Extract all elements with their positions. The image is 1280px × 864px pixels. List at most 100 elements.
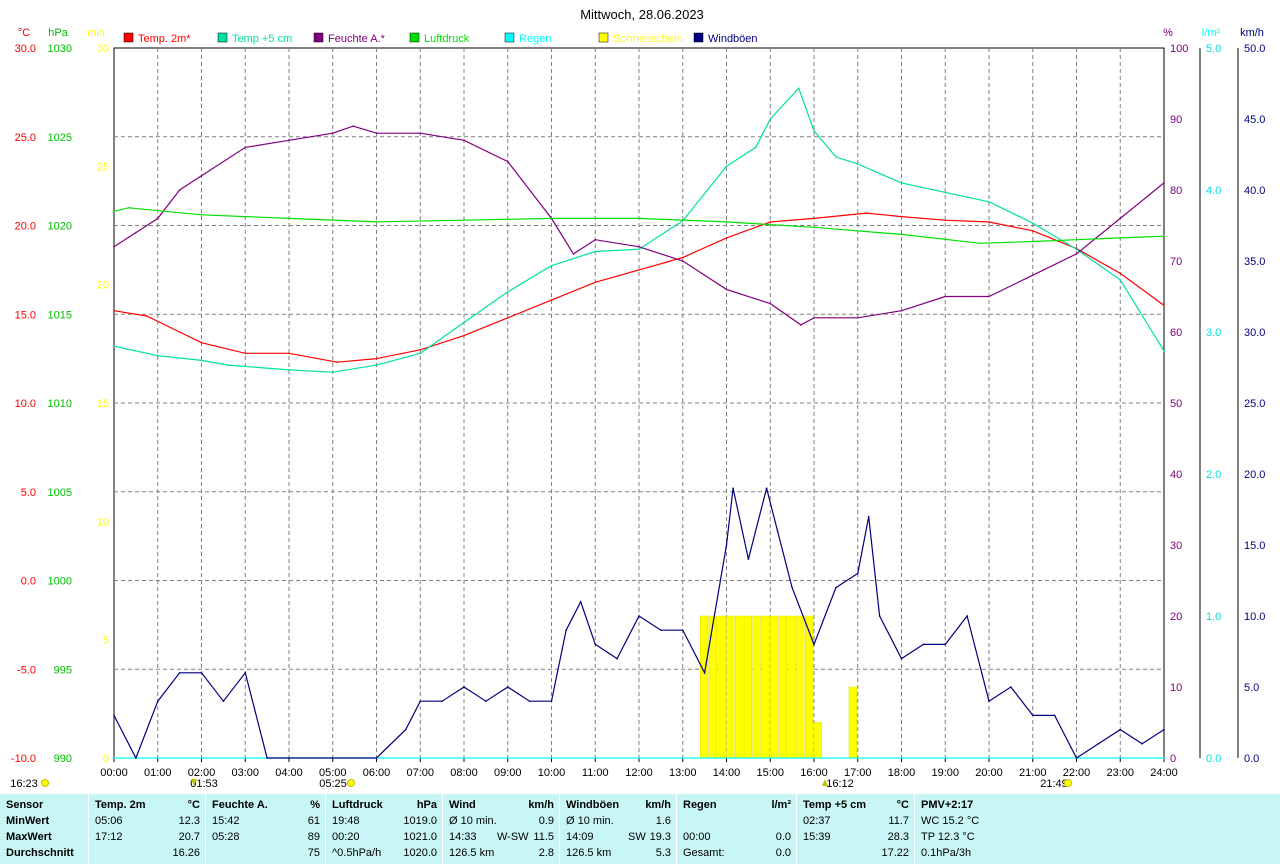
series-point-6 [638,615,640,617]
humidity-tick-label: 20 [1170,611,1182,623]
rain-max-value: 0.0 [775,831,791,843]
humidity-tick-label: 10 [1170,682,1182,694]
series-point-2 [1031,274,1034,277]
pressure-max: 00:20 1021.0 [332,829,437,845]
sunshine-bar [778,615,787,759]
series-point-6 [1163,728,1165,731]
chart-background [0,0,1280,794]
pmv-header: PMV+2:17 [921,799,974,811]
series-point-6 [944,643,947,646]
temp5-max-time: 15:39 [803,831,831,843]
series-point-3 [979,242,982,245]
temp2m-max: 17:12 20.7 [95,829,200,845]
series-point-0 [769,221,772,223]
x-tick-label: 09:00 [494,767,522,779]
temp-tick-label: -10.0 [11,753,36,765]
extreme-label-0: 16:23 [10,778,38,790]
chart-axes: 00:00 01:00 02:00 03:00 04:00 05:00 06:00 07:00… [11,43,1266,779]
series-point-2 [178,189,181,191]
series-point-6 [419,700,422,702]
chart-title: Mittwoch, 28.06.2023 [580,7,704,22]
axis-unit-temp: °C [18,27,30,39]
sunshine-bar [770,615,779,759]
series-point-6 [765,487,768,490]
series-point-6 [616,657,618,660]
series-point-6 [1097,743,1100,745]
series-point-2 [1163,182,1165,184]
gusts-title: Windböen [566,799,620,811]
series-point-6 [856,572,859,575]
legend-swatch-2 [313,32,324,43]
series-point-0 [463,334,465,337]
pressure-tick-label: 1010 [48,398,72,410]
sunshine-bar [752,615,761,759]
series-point-3 [900,233,903,236]
gusts-max-dir: SW [628,831,646,843]
x-tick-label: 16:00 [800,767,828,779]
series-point-0 [146,315,148,317]
sun-tick-label: 20 [97,280,109,292]
series-point-2 [856,317,859,319]
pressure-min: 19:48 1019.0 [332,813,437,829]
pressure-min-time: 19:48 [332,815,360,827]
series-point-2 [1075,253,1078,255]
x-tick-label: 15:00 [756,767,784,779]
temp2m-min-value: 12.3 [178,815,200,827]
series-point-1 [156,354,159,357]
sunshine-bar [813,722,822,759]
sunshine-bar [761,615,770,759]
wind-header: Wind km/h [449,797,554,813]
series-point-2 [156,217,159,220]
pressure-tick-label: 1025 [48,132,72,144]
series-point-2 [681,260,684,262]
humidity-avg: 75 [212,845,320,861]
series-point-3 [463,219,465,221]
humidity-min-time: 15:42 [212,815,240,827]
x-tick-label: 00:00 [100,767,128,779]
temp-tick-label: 30.0 [15,43,36,55]
legend-swatch-1 [217,32,228,43]
series-point-6 [1119,728,1122,731]
wind-unit: km/h [528,799,554,811]
sun-marker-icon [1064,779,1072,787]
rain-column: Regen l/m² 00:00 0.0 Gesamt: 0.0 [676,794,797,864]
series-point-6 [550,700,553,702]
series-point-0 [681,256,684,259]
series-point-3 [813,226,815,229]
gusts-unit: km/h [645,799,671,811]
wind-title: Wind [449,799,476,811]
x-tick-label: 06:00 [363,767,391,779]
wind-tick-label: 10.0 [1244,611,1265,623]
wind-max: 14:33 W-SW 11.5 [449,829,554,845]
x-tick-label: 08:00 [450,767,478,779]
series-point-4 [113,757,115,759]
gusts-min: Ø 10 min. 1.6 [566,813,671,829]
series-point-0 [900,215,903,218]
series-point-0 [244,352,247,355]
wind-tick-label: 50.0 [1244,43,1265,55]
series-point-6 [288,757,290,759]
series-point-0 [113,309,115,312]
series-point-6 [156,700,159,702]
series-point-0 [178,331,181,333]
pressure-tick-label: 990 [54,753,72,765]
series-point-1 [856,163,859,165]
sunrise-arrow-icon [822,779,828,786]
series-point-0 [1163,304,1165,307]
series-point-3 [375,221,378,223]
axis-unit-pressure: hPa [48,27,68,39]
sunshine-bar [848,686,857,759]
series-point-6 [776,530,779,532]
chart-legend: Temp. 2m* Temp +5 cm Feuchte A.* Luftdruck R… [123,32,758,45]
series-point-6 [966,615,968,617]
series-point-1 [1119,279,1122,281]
wind-tick-label: 20.0 [1244,469,1265,481]
series-point-2 [1119,217,1122,220]
extreme-markers: 16:23 01:53 05:25 16:12 21:49 [10,778,1072,790]
rain-tick-label: 5.0 [1206,43,1221,55]
series-point-2 [506,160,509,163]
series-point-2 [988,295,990,298]
series-point-6 [528,700,531,702]
series-point-6 [266,757,268,759]
wind-min: Ø 10 min. 0.9 [449,813,554,829]
